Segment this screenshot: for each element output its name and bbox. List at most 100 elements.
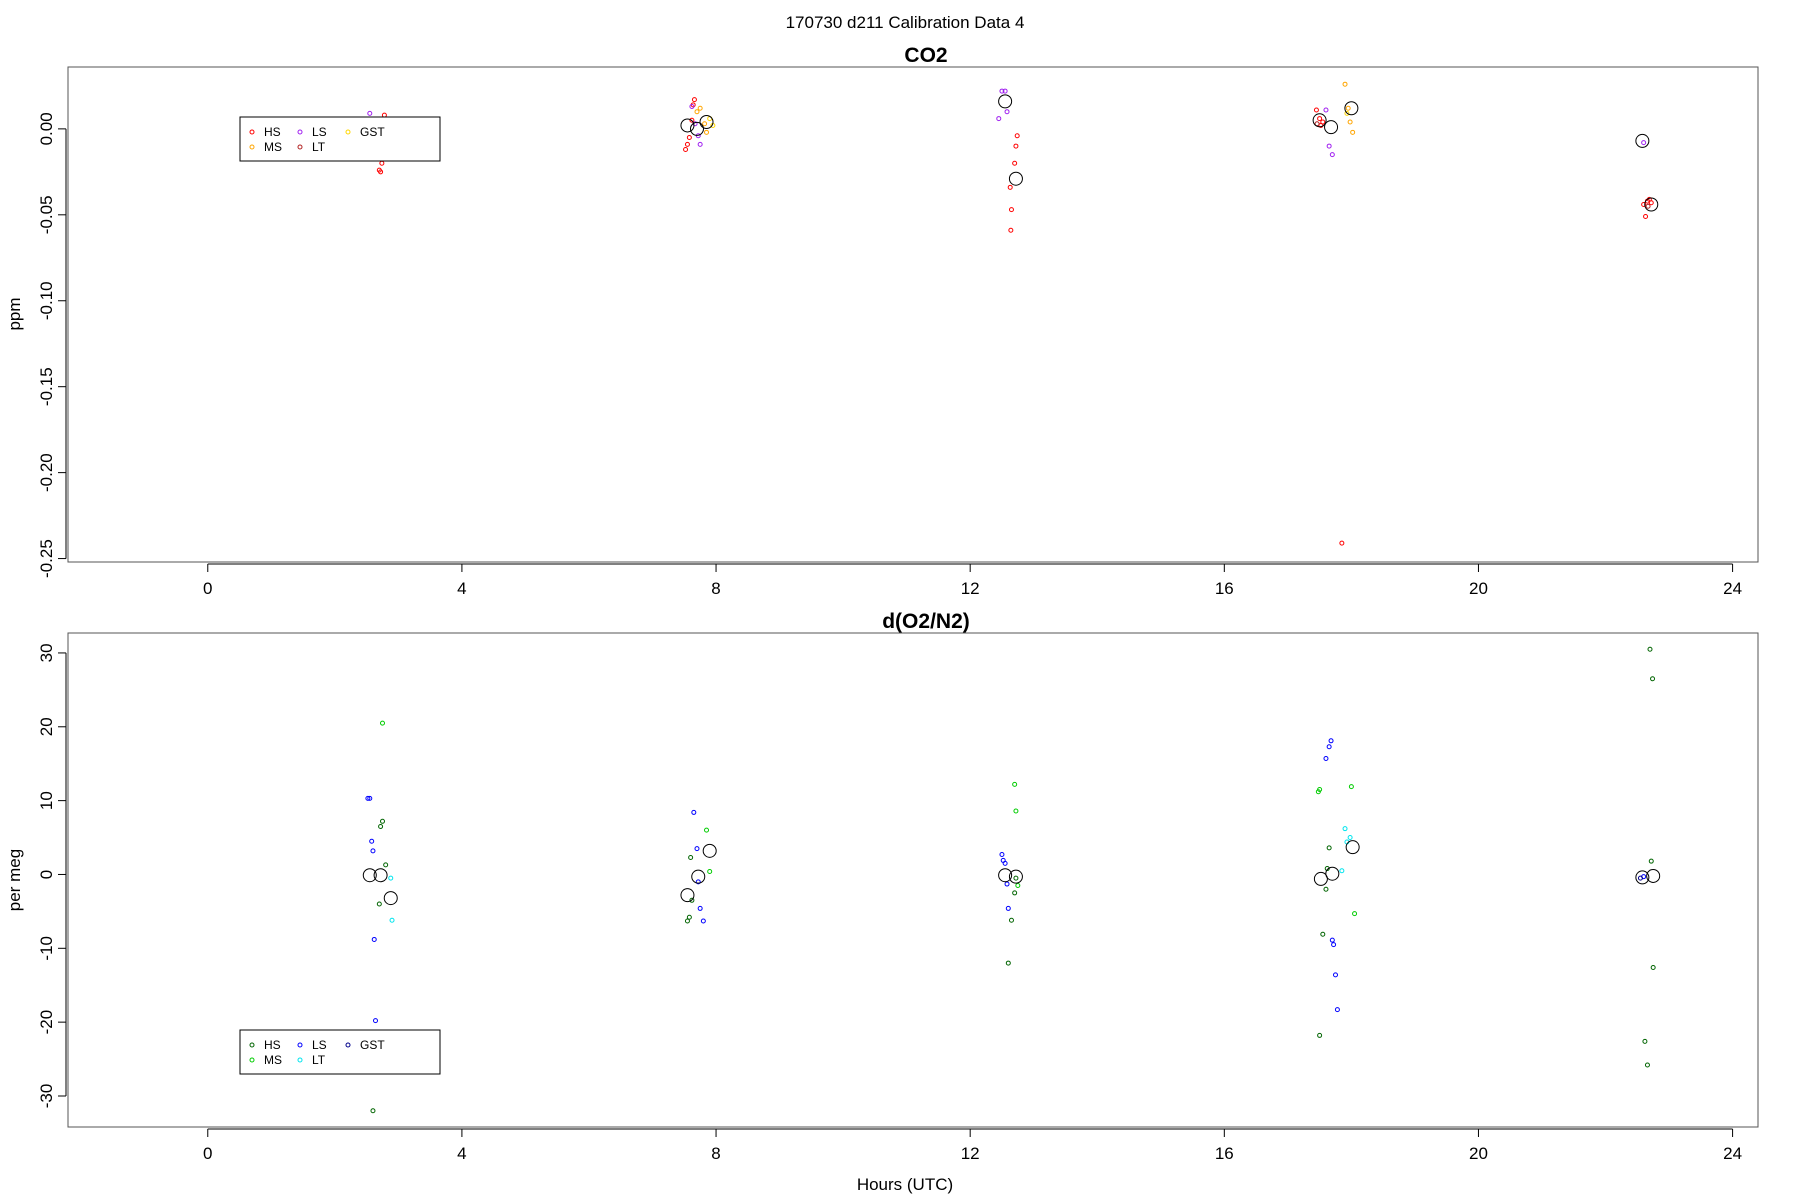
- o2n2-point-ms: [704, 827, 710, 833]
- o2n2-point-hs: [1650, 676, 1656, 682]
- co2-point-ms: [1350, 129, 1356, 135]
- o2n2-point-ls: [369, 838, 375, 844]
- co2-x-tick-label: 0: [203, 579, 212, 598]
- o2n2-y-tick-label: -10: [37, 936, 56, 961]
- o2n2-point-ls: [1005, 905, 1011, 911]
- o2n2-y-tick-label: 20: [37, 717, 56, 736]
- o2n2-legend-symbol-lt: [297, 1057, 303, 1063]
- o2n2-x-axis: 0 4 8 12 16 20 24: [203, 1128, 1742, 1163]
- o2n2-point-ms: [1317, 787, 1323, 793]
- co2-y-tick-label: -0.15: [37, 367, 56, 406]
- o2n2-legend-label-ms: MS: [264, 1053, 282, 1067]
- o2n2-point-ls: [697, 905, 703, 911]
- o2n2-point-ls: [695, 879, 701, 885]
- co2-y-tick-label: -0.05: [37, 195, 56, 234]
- o2n2-mean-point: [1345, 840, 1360, 855]
- co2-point-ms: [1345, 105, 1351, 111]
- o2n2-y-tick-label: 0: [37, 870, 56, 879]
- co2-y-tick-label: -0.20: [37, 453, 56, 492]
- co2-point-ls: [697, 141, 703, 147]
- o2n2-point-ms: [707, 869, 713, 875]
- co2-point-hs: [1008, 227, 1014, 233]
- o2n2-mean-point: [1325, 866, 1340, 881]
- co2-mean-point: [689, 121, 704, 136]
- co2-point-ms: [694, 109, 700, 115]
- o2n2-point-ls: [1334, 1007, 1340, 1013]
- o2n2-y-tick-label: -20: [37, 1010, 56, 1035]
- co2-y-tick-label: -0.10: [37, 281, 56, 320]
- co2-point-hs: [1339, 540, 1345, 546]
- co2-mean-point: [1644, 197, 1659, 212]
- co2-point-hs: [683, 147, 689, 152]
- co2-y-axis-label: ppm: [5, 297, 24, 330]
- co2-point-ms: [704, 129, 710, 135]
- co2-x-tick-label: 24: [1723, 579, 1742, 598]
- o2n2-point-lt: [388, 875, 394, 881]
- co2-point-ls: [1329, 152, 1335, 158]
- o2n2-legend-label-hs: HS: [264, 1038, 281, 1052]
- co2-y-tick-label: 0.00: [37, 112, 56, 145]
- o2n2-point-ms: [1013, 808, 1019, 814]
- o2n2-x-tick-label: 24: [1723, 1144, 1742, 1163]
- o2n2-mean-point: [702, 843, 717, 858]
- o2n2-mean-point: [362, 868, 377, 883]
- o2n2-point-ms: [1352, 911, 1358, 917]
- co2-x-tick-label: 12: [961, 579, 980, 598]
- o2n2-panel: d(O2/N2) per meg Hours (UTC) 0 4 8 12 16 20 24…: [5, 610, 1759, 1194]
- co2-point-ls: [689, 104, 695, 110]
- o2n2-point-lt: [1339, 868, 1345, 874]
- o2n2-point-ls: [370, 848, 376, 854]
- o2n2-mean-point: [1635, 870, 1650, 885]
- co2-point-ms: [702, 121, 708, 127]
- co2-legend-label-ms: MS: [264, 140, 282, 154]
- o2n2-point-gst: [1637, 875, 1643, 881]
- co2-mean-point: [680, 118, 695, 133]
- o2n2-point-hs: [378, 823, 384, 829]
- o2n2-point-hs: [379, 818, 385, 824]
- o2n2-legend-symbol-hs: [249, 1042, 255, 1048]
- o2n2-legend-box: [239, 1029, 441, 1075]
- o2n2-y-axis: 30 20 10 0 -10 -20 -30: [37, 643, 67, 1108]
- co2-legend-label-ls: LS: [312, 125, 327, 139]
- o2n2-point-ms: [1012, 781, 1018, 787]
- co2-legend-box: [239, 116, 441, 162]
- co2-legend-label-hs: HS: [264, 125, 281, 139]
- o2n2-point-ls: [1329, 937, 1335, 943]
- o2n2-point-ls: [367, 795, 373, 801]
- o2n2-point-ms: [1015, 883, 1021, 889]
- o2n2-point-hs: [1323, 886, 1329, 892]
- o2n2-point-hs: [1320, 931, 1326, 937]
- co2-point-hs: [1013, 143, 1019, 149]
- co2-mean-point: [1008, 171, 1023, 186]
- co2-legend-symbol-gst: [345, 129, 351, 135]
- o2n2-x-tick-label: 20: [1469, 1144, 1488, 1163]
- co2-plot-frame: [67, 66, 1759, 563]
- o2n2-point-ls: [1004, 881, 1010, 887]
- o2n2-point-ms: [1348, 784, 1354, 790]
- o2n2-point-hs: [1642, 1038, 1648, 1044]
- o2n2-legend-label-lt: LT: [312, 1053, 326, 1067]
- co2-point-hs: [1317, 116, 1323, 122]
- co2-point-ls: [1323, 107, 1329, 113]
- co2-y-tick-label: -0.25: [37, 539, 56, 578]
- figure-title: 170730 d211 Calibration Data 4: [786, 13, 1025, 32]
- o2n2-point-hs: [686, 914, 692, 920]
- co2-mean-point: [1312, 113, 1327, 128]
- co2-point-ms: [1342, 81, 1348, 87]
- co2-x-tick-label: 16: [1215, 579, 1234, 598]
- o2n2-point-hs: [383, 862, 389, 868]
- co2-panel-title: CO2: [904, 44, 947, 67]
- o2n2-point-ls: [365, 795, 371, 801]
- co2-legend-label-lt: LT: [312, 140, 326, 154]
- co2-point-hs: [1008, 207, 1014, 213]
- o2n2-legend-symbol-ls: [297, 1042, 303, 1048]
- o2n2-point-hs: [1317, 1032, 1323, 1038]
- o2n2-mean-point: [373, 868, 388, 883]
- o2n2-point-hs: [1013, 875, 1019, 881]
- co2-mean-point: [998, 94, 1013, 109]
- co2-point-ls: [1004, 109, 1010, 115]
- co2-legend-symbol-ls: [297, 129, 303, 135]
- o2n2-point-hs: [684, 918, 690, 924]
- o2n2-mean-point: [1008, 869, 1023, 884]
